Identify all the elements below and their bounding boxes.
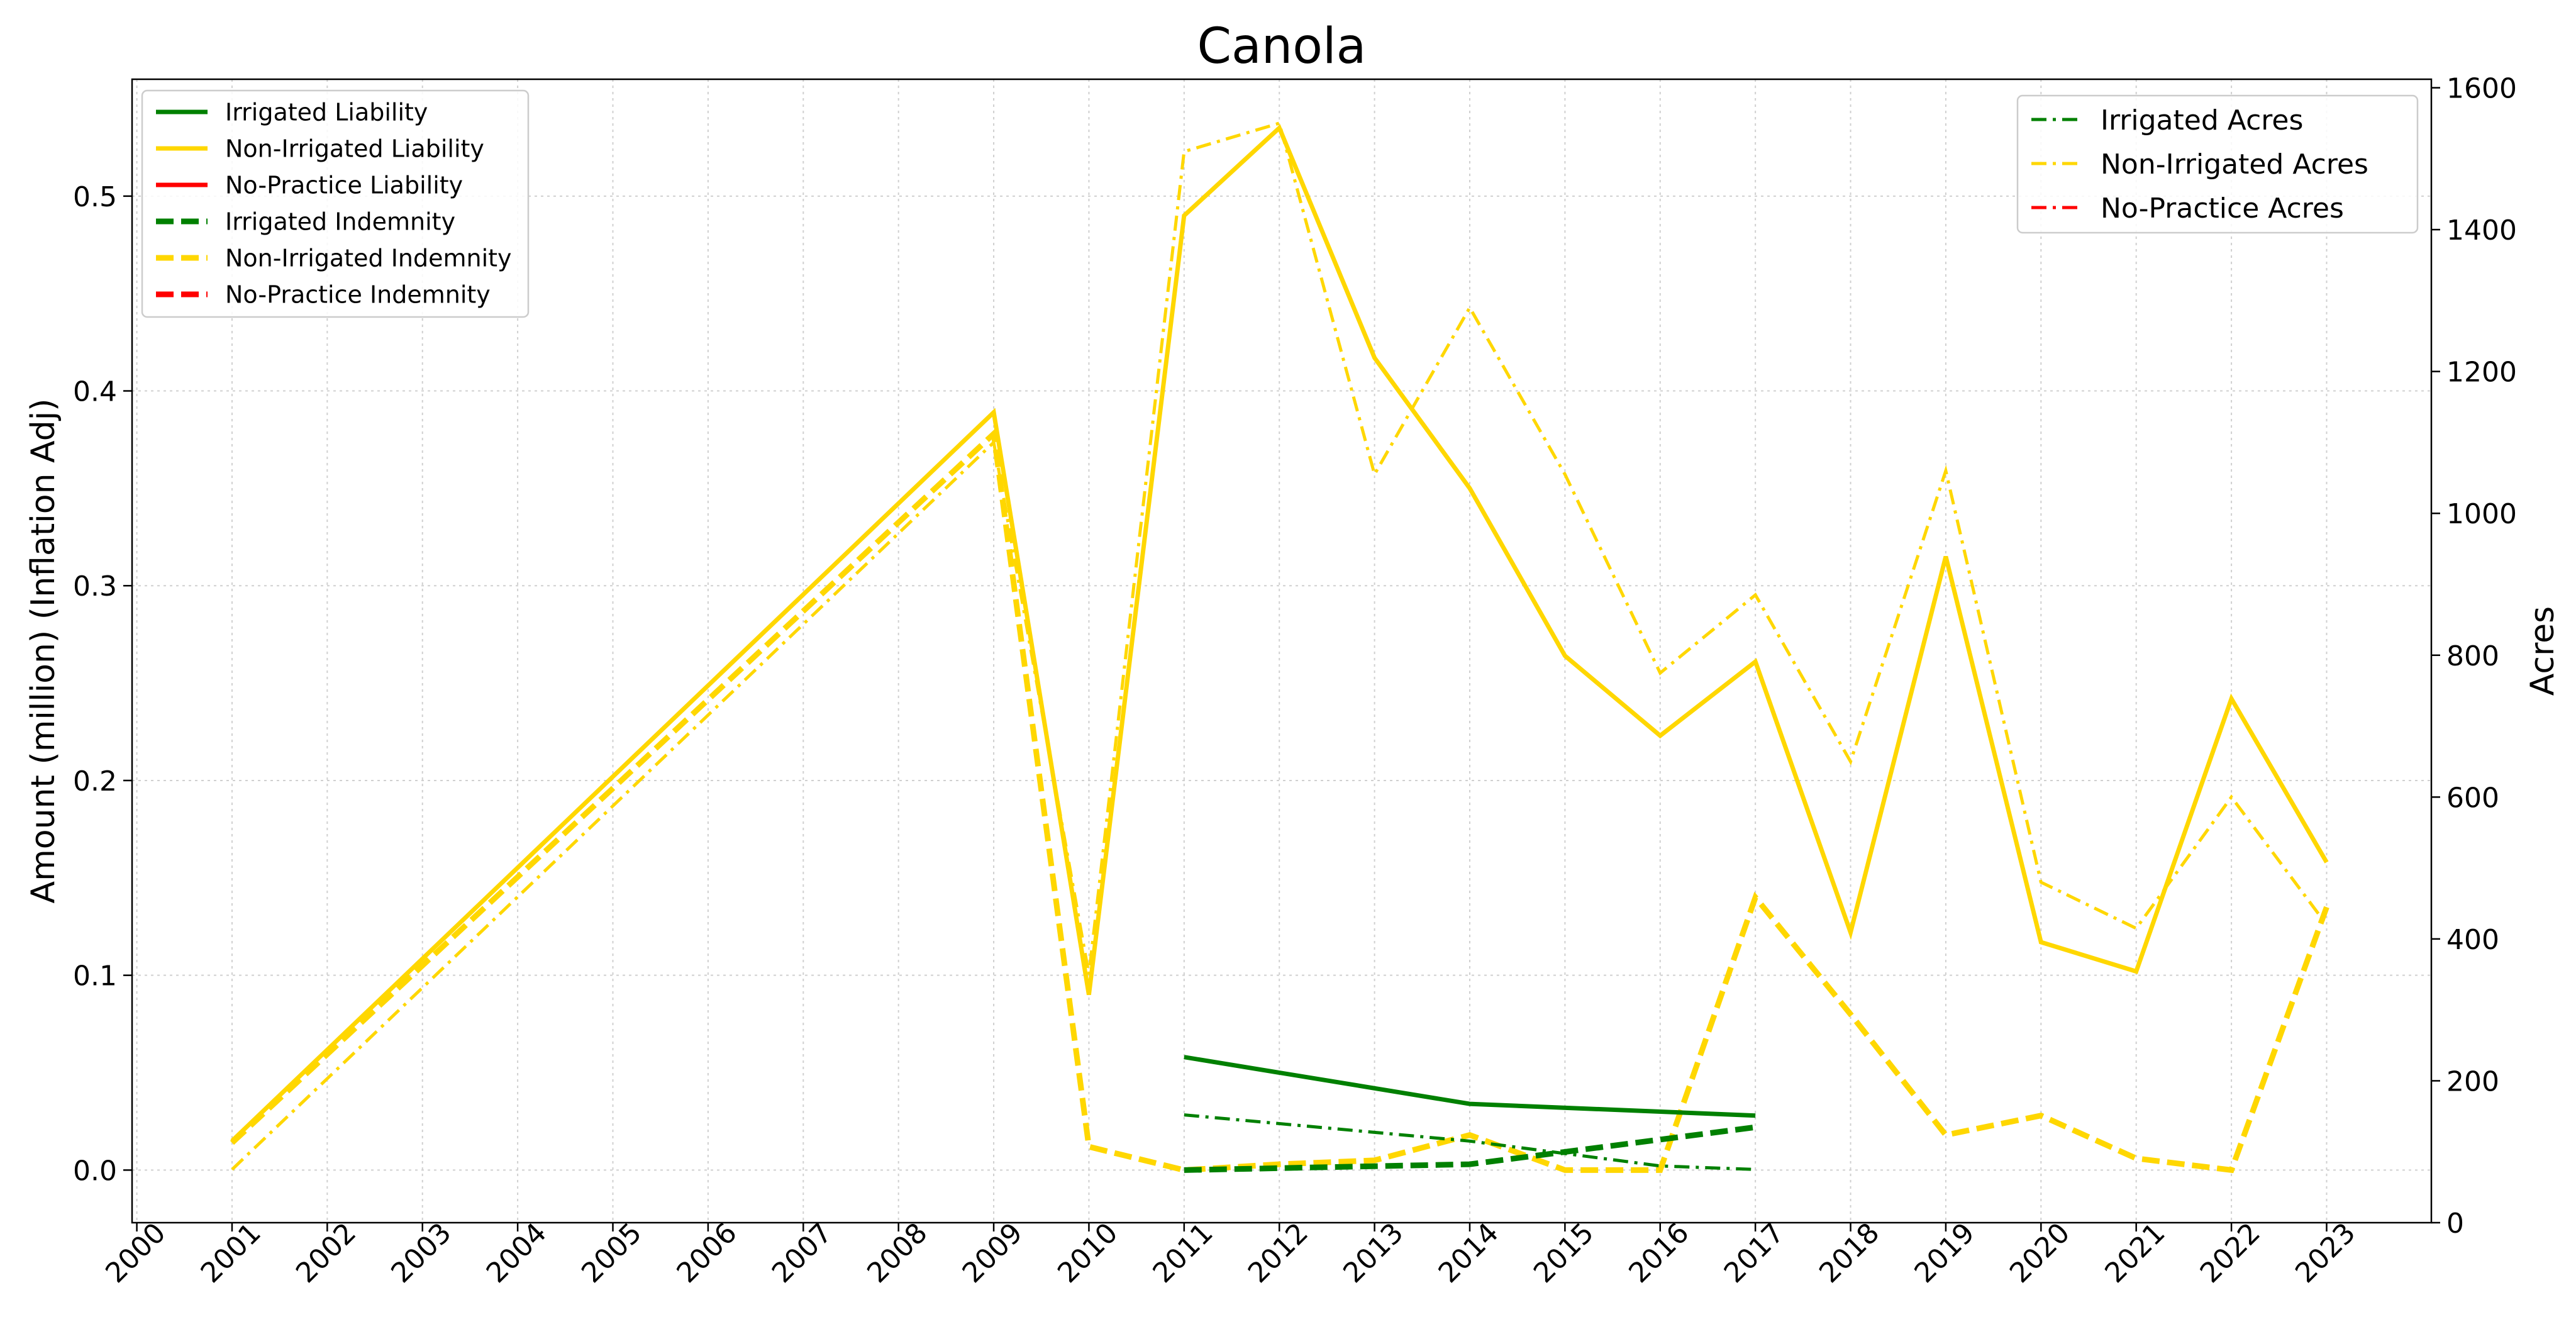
y-tick-label: 0.3 (73, 570, 117, 603)
y2-tick-label: 1000 (2446, 498, 2517, 530)
plot-frame (131, 78, 2433, 1224)
y-axis-ticks: 0.0 0.1 0.2 0.3 0.4 0.5 (73, 181, 132, 1187)
legend-label: Non-Irrigated Acres (2101, 148, 2368, 181)
y2-tick-label: 200 (2446, 1065, 2499, 1098)
y2-tick-label: 800 (2446, 640, 2499, 672)
legend-label: Irrigated Liability (225, 99, 428, 126)
y2-tick-label: 400 (2446, 924, 2499, 956)
y-tick-label: 0.2 (73, 765, 117, 798)
y-tick-label: 0.1 (73, 960, 117, 992)
legend-frame (2016, 94, 2419, 234)
series-non-irrigated-indemnity (230, 428, 2329, 1174)
legend-label: No-Practice Indemnity (225, 281, 491, 309)
y2-tick-label: 1600 (2446, 73, 2517, 105)
legend-label: No-Practice Acres (2101, 192, 2344, 225)
legend-label: Irrigated Acres (2101, 104, 2303, 136)
y2-axis-label: Acres (2524, 606, 2562, 696)
y2-tick-label: 600 (2446, 782, 2499, 814)
legend-label: No-Practice Liability (225, 172, 463, 199)
series-non-irrigated-liability (230, 124, 2329, 1143)
legend-label: Non-Irrigated Indemnity (225, 245, 512, 272)
chart-title: Canola (1197, 18, 1367, 75)
series-irrigated-liability (1184, 1055, 1756, 1118)
y2-tick-label: 1400 (2446, 214, 2517, 247)
y2-tick-label: 0 (2446, 1208, 2464, 1240)
series-non-irrigated-acres (231, 121, 2328, 1171)
y-axis-label: Amount (million) (Inflation Adj) (25, 399, 62, 904)
legend-frame (141, 89, 530, 318)
y-tick-label: 0.4 (73, 376, 117, 408)
y2-tick-label: 1200 (2446, 357, 2517, 389)
y2-axis-ticks: 0 200 400 600 800 1000 1200 1400 1600 (2431, 73, 2517, 1240)
legend-liability-indemnity: Irrigated Liability Non-Irrigated Liabili… (141, 89, 530, 318)
series-irrigated-indemnity (1184, 1124, 1756, 1173)
y-tick-label: 0.5 (73, 181, 117, 213)
legend-label: Irrigated Indemnity (225, 208, 455, 236)
y-tick-label: 0.0 (73, 1155, 117, 1187)
series-irrigated-acres (1184, 1113, 1756, 1171)
legend-label: Non-Irrigated Liability (225, 135, 484, 163)
legend-acres: Irrigated Acres Non-Irrigated Acres No-Pra… (2016, 94, 2419, 234)
series-lines (230, 121, 2329, 1174)
